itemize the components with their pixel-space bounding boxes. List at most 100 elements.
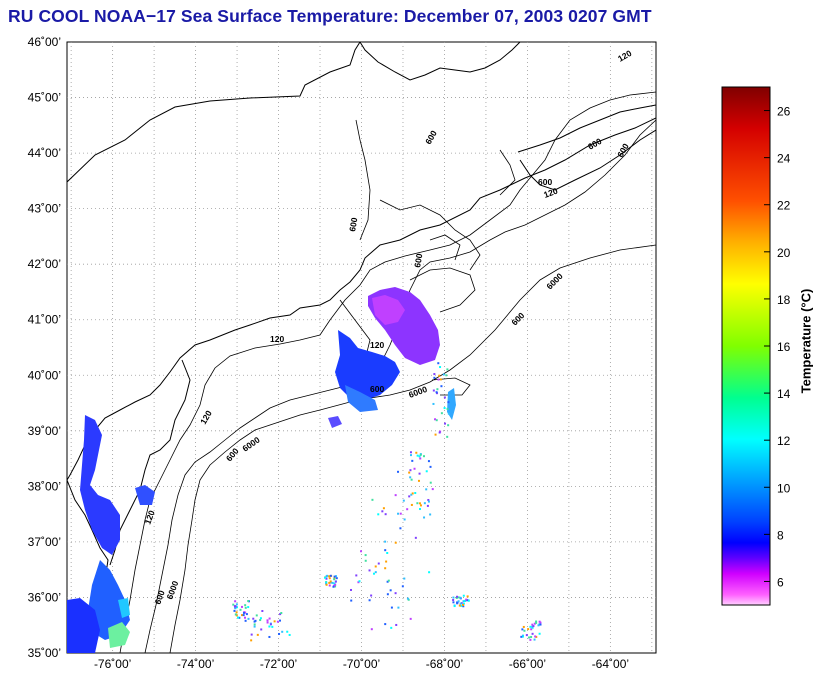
sst-pixel: [419, 504, 422, 507]
sst-pixel: [426, 504, 429, 507]
sst-pixel: [238, 616, 241, 619]
sst-pixel: [255, 614, 258, 617]
sst-pixel: [534, 635, 537, 638]
sst-pixel: [325, 577, 328, 580]
sst-pixel: [528, 636, 531, 639]
sst-pixel: [390, 606, 393, 609]
sst-pixel: [530, 635, 533, 638]
sst-pixel: [278, 619, 281, 622]
sst-pixel: [240, 605, 243, 608]
sst-pixel: [427, 500, 430, 503]
sst-pixel: [368, 569, 371, 572]
sst-pixel: [276, 620, 279, 623]
sst-pixel: [247, 617, 250, 620]
sst-pixel: [273, 620, 276, 623]
sst-pixel: [458, 604, 461, 607]
sst-pixel: [286, 630, 289, 633]
longitude-label: -72˚00’: [260, 657, 297, 671]
sst-pixel: [402, 499, 405, 502]
sst-pixel: [374, 571, 377, 574]
sst-pixel: [268, 625, 271, 628]
sst-pixel: [455, 596, 458, 599]
longitude-label: -68˚00’: [426, 657, 463, 671]
sst-pixel: [370, 628, 373, 631]
sst-pixel: [447, 401, 450, 404]
sst-pixel: [423, 502, 426, 505]
latitude-label: 42˚00’: [28, 257, 61, 271]
sst-pixel: [394, 592, 397, 595]
latitude-label: 40˚00’: [28, 368, 61, 382]
sst-patch-pamlico-south: [67, 598, 100, 653]
sst-pixel: [533, 622, 536, 625]
sst-pixel: [437, 362, 440, 365]
colorbar-tick-label: 22: [777, 199, 791, 213]
sst-pixel: [535, 635, 538, 638]
sst-pixel: [409, 469, 412, 472]
sst-patch-pamlico: [88, 560, 130, 640]
coastline: [67, 42, 656, 653]
sst-pixel: [408, 471, 411, 474]
sst-patch-slope-east: [447, 388, 456, 420]
sst-pixel: [329, 580, 332, 583]
sst-pixel: [447, 412, 450, 415]
latitude-label: 46˚00’: [28, 35, 61, 49]
sst-pixel: [438, 431, 441, 434]
latitude-label: 45˚00’: [28, 91, 61, 105]
sst-pixel: [435, 391, 438, 394]
sst-pixel: [452, 601, 455, 604]
longitude-labels: -76˚00’ -74˚00’ -72˚00’ -70˚00’ -68˚00’ -66˚0…: [94, 657, 629, 671]
sst-pixel: [234, 600, 237, 603]
colorbar: [721, 86, 771, 606]
sst-pixel: [325, 583, 328, 586]
sst-pixel: [279, 613, 282, 616]
sst-pixel: [456, 602, 459, 605]
sst-pixel: [401, 585, 404, 588]
sst-pixel: [538, 620, 541, 623]
latitude-label: 35˚00’: [28, 646, 61, 660]
sst-pixel: [325, 582, 328, 585]
contour-label: 600: [370, 384, 384, 394]
sst-pixel: [538, 623, 541, 626]
sst-pixel: [242, 614, 245, 617]
sst-pixel: [384, 540, 387, 543]
sst-patch-cape-cod-warm: [372, 295, 405, 325]
sst-pixel: [532, 625, 535, 628]
sst-pixel: [333, 582, 336, 585]
sst-pixel: [435, 419, 438, 422]
sst-pixel: [418, 502, 421, 505]
sst-pixel: [256, 633, 259, 636]
sst-pixel: [434, 433, 437, 436]
sst-pixel: [259, 617, 262, 620]
longitude-label: -74˚00’: [177, 657, 214, 671]
latitude-label: 44˚00’: [28, 146, 61, 160]
sst-pixel: [355, 574, 358, 577]
sst-pixel: [427, 498, 430, 501]
sst-pixel: [452, 596, 455, 599]
sst-pixel: [413, 467, 416, 470]
colorbar-tick-label: 18: [777, 293, 791, 307]
sst-pixel: [377, 562, 380, 565]
sst-pixel: [433, 373, 436, 376]
sst-pixel: [233, 609, 236, 612]
sst-pixel: [384, 623, 387, 626]
colorbar-tick-label: 6: [777, 575, 784, 589]
sst-pixel: [416, 502, 419, 505]
sst-pixel: [410, 493, 413, 496]
sst-pixel: [407, 598, 410, 601]
sst-pixel: [520, 635, 523, 638]
latitude-label: 43˚00’: [28, 202, 61, 216]
sst-pixel: [266, 621, 269, 624]
sst-pixel: [234, 605, 237, 608]
sst-pixel: [462, 603, 465, 606]
sst-pixel: [460, 602, 463, 605]
sst-pixel: [521, 635, 524, 638]
sst-pixel: [399, 512, 402, 515]
colorbar-ticks: 26 24 22 20 18 16 14 12 10 8 6: [764, 105, 791, 589]
sst-pixel: [330, 581, 333, 584]
sst-pixel: [333, 578, 336, 581]
sst-pixel: [457, 600, 460, 603]
sst-pixel: [385, 560, 388, 563]
sst-pixel: [335, 577, 338, 580]
sst-pixel: [397, 470, 400, 473]
sst-pixel: [268, 635, 271, 638]
